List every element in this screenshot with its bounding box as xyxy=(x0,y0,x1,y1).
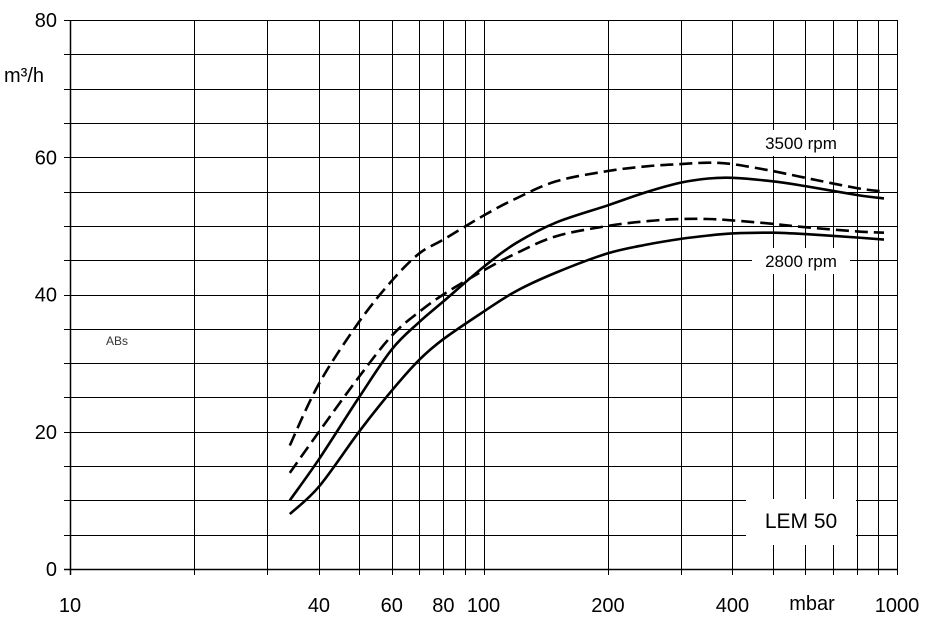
x-tick-label: 80 xyxy=(432,595,454,617)
series-2800-solid xyxy=(288,231,885,516)
x-tick-label: 10 xyxy=(59,595,81,617)
x-unit-label-bg xyxy=(780,591,844,617)
x-axis-unit-label: mbar xyxy=(789,593,835,615)
y-tick-label: 20 xyxy=(35,422,57,444)
model-label-lem-50: LEM 50 xyxy=(765,510,837,533)
y-tick-label: 60 xyxy=(35,147,57,169)
y-tick-label: 40 xyxy=(35,285,57,307)
annotation-2800-rpm: 2800 rpm xyxy=(765,252,837,271)
y-tick-label: 0 xyxy=(46,559,57,581)
annotation-2800-rpm-bg xyxy=(752,248,850,274)
y-axis-unit-label: m³/h xyxy=(4,65,44,87)
x-tick-label: 200 xyxy=(591,595,624,617)
model-label-lem-50-bg xyxy=(746,499,856,545)
labels: mbar m³/h 0 20 40 60 80 10 40 60 80 100 200 400 1000… xyxy=(0,10,919,617)
x-tick-label: 60 xyxy=(381,595,403,617)
series-group xyxy=(288,161,885,516)
annotation-3500-rpm-bg xyxy=(752,130,850,156)
axes xyxy=(64,20,898,575)
x-tick-label: 1000 xyxy=(875,595,920,617)
x-tick-label: 100 xyxy=(467,595,500,617)
annotation-3500-rpm: 3500 rpm xyxy=(765,134,837,153)
series-3500-solid xyxy=(288,176,885,502)
y-unit-label-bg xyxy=(0,62,50,90)
series-3500-dashed xyxy=(288,161,885,447)
y-tick-label: 80 xyxy=(35,10,57,32)
x-tick-label: 400 xyxy=(716,595,749,617)
series-2800-dashed xyxy=(288,217,885,474)
x-tick-label: 40 xyxy=(308,595,330,617)
grid xyxy=(70,20,898,570)
annotation-abs: ABs xyxy=(106,334,128,348)
